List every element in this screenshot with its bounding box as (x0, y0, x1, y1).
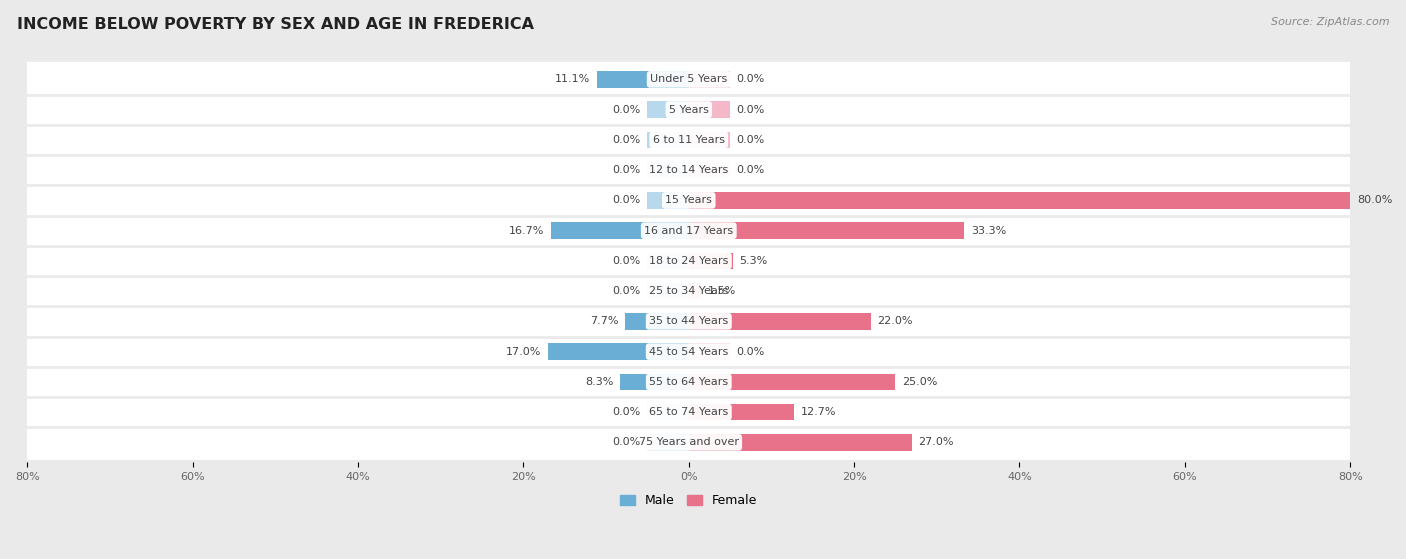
Text: 45 to 54 Years: 45 to 54 Years (650, 347, 728, 357)
Bar (689, 313, 870, 330)
Bar (689, 434, 912, 451)
Bar (647, 283, 689, 300)
Bar (626, 313, 689, 330)
FancyBboxPatch shape (10, 92, 1368, 127)
Bar (647, 434, 689, 451)
Text: 16 and 17 Years: 16 and 17 Years (644, 226, 734, 236)
Text: INCOME BELOW POVERTY BY SEX AND AGE IN FREDERICA: INCOME BELOW POVERTY BY SEX AND AGE IN F… (17, 17, 534, 32)
Text: 5 Years: 5 Years (669, 105, 709, 115)
Text: 33.3%: 33.3% (970, 226, 1005, 236)
Text: 22.0%: 22.0% (877, 316, 912, 326)
FancyBboxPatch shape (10, 153, 1368, 188)
Bar (548, 343, 689, 360)
Text: 80.0%: 80.0% (1357, 196, 1392, 205)
Bar (647, 101, 689, 118)
Text: 0.0%: 0.0% (613, 407, 641, 417)
Text: 25 to 34 Years: 25 to 34 Years (650, 286, 728, 296)
Text: 0.0%: 0.0% (613, 437, 641, 447)
Text: 7.7%: 7.7% (591, 316, 619, 326)
Bar (647, 192, 689, 209)
Text: 0.0%: 0.0% (737, 165, 765, 175)
Bar (689, 283, 702, 300)
FancyBboxPatch shape (10, 183, 1368, 218)
Bar (620, 373, 689, 390)
FancyBboxPatch shape (10, 122, 1368, 158)
Text: 55 to 64 Years: 55 to 64 Years (650, 377, 728, 387)
Text: 0.0%: 0.0% (613, 256, 641, 266)
Text: 17.0%: 17.0% (506, 347, 541, 357)
Text: 75 Years and over: 75 Years and over (638, 437, 738, 447)
Text: 12.7%: 12.7% (800, 407, 837, 417)
Bar (689, 404, 794, 420)
Text: 0.0%: 0.0% (737, 105, 765, 115)
Bar (689, 162, 730, 178)
Text: 0.0%: 0.0% (737, 135, 765, 145)
Text: 18 to 24 Years: 18 to 24 Years (650, 256, 728, 266)
Bar (647, 162, 689, 178)
Bar (689, 343, 730, 360)
FancyBboxPatch shape (10, 425, 1368, 460)
Bar (689, 131, 730, 148)
Bar (689, 373, 896, 390)
FancyBboxPatch shape (10, 334, 1368, 369)
Text: 27.0%: 27.0% (918, 437, 955, 447)
Text: Source: ZipAtlas.com: Source: ZipAtlas.com (1271, 17, 1389, 27)
Bar (647, 404, 689, 420)
Text: 65 to 74 Years: 65 to 74 Years (650, 407, 728, 417)
Text: 0.0%: 0.0% (737, 74, 765, 84)
Legend: Male, Female: Male, Female (614, 489, 762, 512)
Bar (689, 253, 733, 269)
Text: 8.3%: 8.3% (585, 377, 613, 387)
Text: 0.0%: 0.0% (613, 165, 641, 175)
Bar (689, 192, 1350, 209)
Text: 12 to 14 Years: 12 to 14 Years (650, 165, 728, 175)
FancyBboxPatch shape (10, 304, 1368, 339)
Text: 16.7%: 16.7% (509, 226, 544, 236)
FancyBboxPatch shape (10, 273, 1368, 309)
Bar (689, 222, 965, 239)
Text: 6 to 11 Years: 6 to 11 Years (652, 135, 724, 145)
Text: 0.0%: 0.0% (737, 347, 765, 357)
Bar (647, 131, 689, 148)
Text: 35 to 44 Years: 35 to 44 Years (650, 316, 728, 326)
Text: 0.0%: 0.0% (613, 105, 641, 115)
Text: 5.3%: 5.3% (740, 256, 768, 266)
Text: 0.0%: 0.0% (613, 135, 641, 145)
Bar (647, 253, 689, 269)
Text: 15 Years: 15 Years (665, 196, 713, 205)
Text: 25.0%: 25.0% (903, 377, 938, 387)
Bar (689, 71, 730, 88)
FancyBboxPatch shape (10, 243, 1368, 278)
Text: 11.1%: 11.1% (555, 74, 591, 84)
Bar (551, 222, 689, 239)
FancyBboxPatch shape (10, 213, 1368, 248)
Bar (689, 101, 730, 118)
Text: 0.0%: 0.0% (613, 196, 641, 205)
FancyBboxPatch shape (10, 395, 1368, 430)
FancyBboxPatch shape (10, 364, 1368, 400)
Bar (598, 71, 689, 88)
Text: 1.5%: 1.5% (707, 286, 737, 296)
Text: Under 5 Years: Under 5 Years (650, 74, 727, 84)
Text: 0.0%: 0.0% (613, 286, 641, 296)
FancyBboxPatch shape (10, 62, 1368, 97)
